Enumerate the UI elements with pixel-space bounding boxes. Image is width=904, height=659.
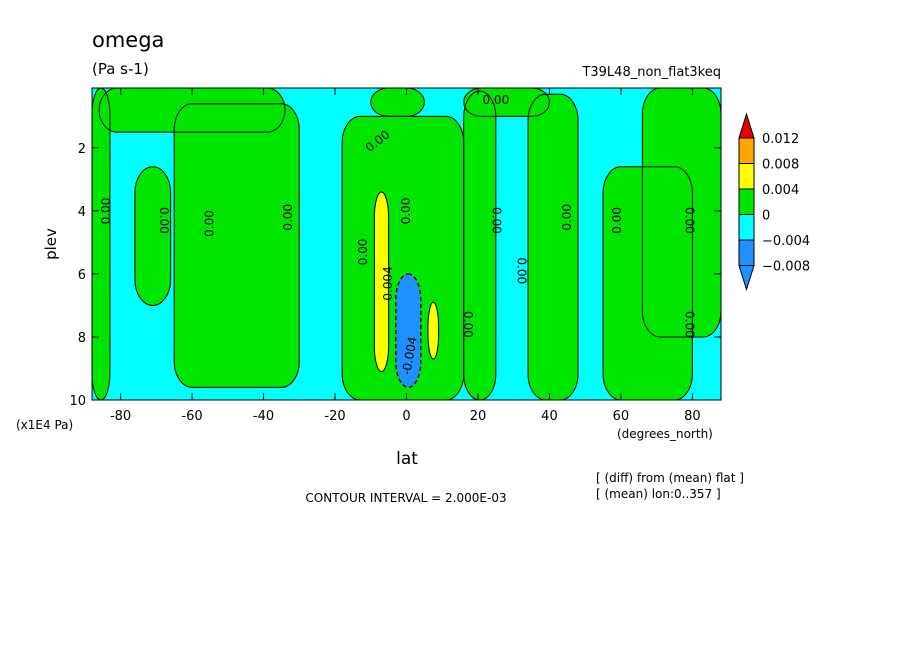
colorbar-bin-4 (738, 214, 755, 241)
contour-label-1: 0.00 (157, 207, 171, 234)
x-axis-unit: (degrees_north) (617, 427, 713, 441)
colorbar-bin-2 (738, 163, 755, 190)
y-tick-label: 4 (78, 205, 86, 220)
x-tick-label: 0 (402, 409, 410, 424)
colorbar-level-label: 0.008 (762, 158, 799, 173)
x-tick-label: -60 (181, 409, 202, 424)
colorbar-bin-5 (738, 239, 755, 266)
contour-label-5: 0.00 (482, 93, 509, 107)
x-tick-label: 60 (613, 409, 630, 424)
x-tick-label: -40 (253, 409, 274, 424)
region-green-col-70S (134, 166, 171, 306)
contour-label-11: 0.00 (489, 207, 503, 234)
contour-label-7: 0.004 (381, 266, 395, 300)
region-green-col-20N (463, 91, 496, 400)
y-tick-label: 10 (69, 394, 86, 409)
note-mean: [ (mean) lon:0..357 ] (596, 487, 721, 501)
region-green-col-55S (174, 103, 300, 388)
y-tick-label: 6 (78, 268, 86, 283)
y-tick-label: 2 (78, 142, 86, 157)
contour-green-top-left (98, 88, 286, 133)
region-yellow-7S (374, 192, 389, 372)
region-green-col-40N (528, 94, 579, 400)
x-tick-label: 40 (541, 409, 558, 424)
contour-interval: CONTOUR INTERVAL = 2.000E-03 (305, 491, 506, 505)
plot-axes: -80 -60 -40 -20 0 20 40 60 80 2 4 6 8 10 (69, 88, 721, 424)
experiment-name: T39L48_non_flat3keq (581, 65, 721, 80)
contour-green-left-edge (92, 88, 111, 400)
contour-green-top-right (463, 88, 550, 117)
contour-label-2: 0.00 (202, 210, 216, 237)
contour-label-0: 0.00 (99, 198, 113, 225)
contour-label-10: 0.00 (461, 311, 475, 338)
contour-label-16: 0.00 (682, 311, 696, 338)
region-green-left-edge (92, 88, 110, 400)
y-axis-label: plev (42, 228, 60, 260)
chart-units: (Pa s-1) (92, 60, 149, 78)
contour-green-col-70N (602, 166, 693, 400)
contour-yellow-8N (427, 301, 440, 360)
colorbar-level-label: 0.004 (762, 183, 799, 198)
colorbar-bin-1 (738, 137, 755, 164)
y-axis-unit: (x1E4 Pa) (16, 418, 73, 432)
contour-label-13: 0.00 (560, 204, 574, 231)
colorbar-legend: 0.012 0.008 0.004 0 −0.004 −0.008 (738, 112, 810, 292)
colorbar-bottom-arrow (738, 265, 755, 292)
region-green-right-edge (642, 88, 721, 337)
contour-label-14: 0.00 (610, 207, 624, 234)
x-tick-label: 80 (684, 409, 701, 424)
contour-green-right-edge (641, 88, 721, 338)
region-green-top-mid (370, 88, 425, 117)
colorbar-level-label: 0 (762, 209, 770, 224)
colorbar-level-label: −0.008 (762, 260, 810, 275)
colorbar-bin-3 (738, 188, 755, 215)
y-tick-label: 8 (78, 331, 86, 346)
contour-yellow-7S (373, 191, 390, 373)
colorbar-top-arrow (738, 112, 755, 139)
colorbar-level-label: 0.012 (762, 132, 799, 147)
note-diff: [ (diff) from (mean) flat ] (596, 471, 744, 485)
contour-lines (92, 88, 721, 400)
x-axis-label: lat (396, 449, 418, 469)
x-tick-label: -20 (324, 409, 345, 424)
contour-label-3: 0.00 (281, 204, 295, 231)
contour-green-col-70S (134, 166, 172, 306)
contour-green-col-55S (173, 103, 300, 388)
contour-label-6: 0.00 (356, 239, 370, 266)
contour-label-8: 0.00 (399, 198, 413, 225)
contour-labels: 0.00 0.00 0.00 0.00 0.00 0.00 0.00 0.004 0.00 -0.… (99, 93, 697, 376)
contour-blue-equator (395, 273, 422, 389)
x-tick-label: 20 (470, 409, 487, 424)
contour-label-15: 0.00 (682, 207, 696, 234)
contour-label-12: 0.00 (514, 257, 528, 284)
x-tick-label: -80 (110, 409, 131, 424)
region-blue-equator (395, 273, 421, 388)
chart-title: omega (92, 28, 164, 52)
region-yellow-8N (427, 302, 439, 360)
contour-fill-regions (92, 88, 721, 400)
contour-label-9: -0.004 (399, 336, 420, 377)
colorbar-level-label: −0.004 (762, 234, 810, 249)
contour-plot-area: 0.00 0.00 0.00 0.00 0.00 0.00 0.00 0.004 0.00 -0.… (92, 88, 721, 400)
